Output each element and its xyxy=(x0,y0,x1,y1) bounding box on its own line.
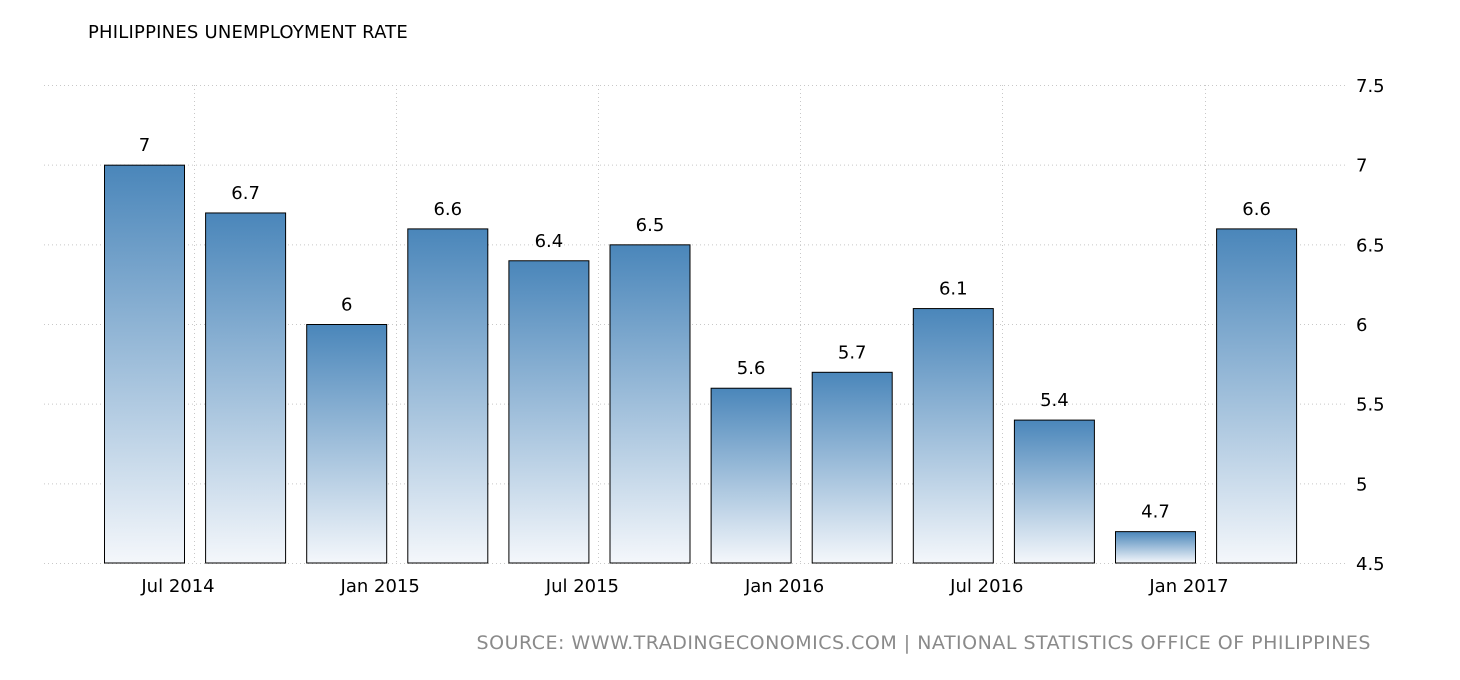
data-label: 6.4 xyxy=(535,231,564,252)
data-label: 6.6 xyxy=(433,199,462,220)
y-tick-label: 7.5 xyxy=(1356,76,1385,97)
data-label: 7 xyxy=(139,135,150,156)
data-label: 6.6 xyxy=(1242,199,1271,220)
source-note: SOURCE: WWW.TRADINGECONOMICS.COM | NATIO… xyxy=(476,632,1371,654)
data-label: 6 xyxy=(341,295,352,316)
bars xyxy=(104,164,1298,564)
y-tick-label: 4.5 xyxy=(1356,554,1385,575)
x-tick-label: Jul 2016 xyxy=(949,576,1023,597)
y-tick-label: 6 xyxy=(1356,315,1367,336)
chart-title: PHILIPPINES UNEMPLOYMENT RATE xyxy=(88,22,408,43)
data-label: 6.7 xyxy=(231,183,260,204)
bar-jan-2015 xyxy=(306,324,388,564)
bar-jul-2014 xyxy=(104,164,185,564)
bar-oct-2016 xyxy=(1013,419,1095,564)
x-tick-label: Jan 2015 xyxy=(340,576,420,597)
bar-jul-2016 xyxy=(912,308,994,564)
bar-oct-2015 xyxy=(609,244,691,564)
y-tick-label: 7 xyxy=(1356,156,1367,177)
x-tick-label: Jan 2017 xyxy=(1148,576,1228,597)
x-tick-label: Jan 2016 xyxy=(744,576,824,597)
x-tick-label: Jul 2014 xyxy=(140,576,214,597)
data-label: 5.6 xyxy=(737,358,766,379)
bar-jan-2016 xyxy=(710,387,792,564)
y-tick-label: 5 xyxy=(1356,474,1367,495)
data-label: 4.7 xyxy=(1141,502,1170,523)
bar-jul-2015 xyxy=(508,260,590,564)
x-axis-ticks: Jul 2014 Jan 2015 Jul 2015 Jan 2016 Jul 2016… xyxy=(140,576,1228,597)
y-tick-label: 6.5 xyxy=(1356,235,1385,256)
bar-oct-2014 xyxy=(205,212,287,564)
x-tick-label: Jul 2015 xyxy=(545,576,619,597)
bar-jan-2017 xyxy=(1115,531,1196,564)
y-axis-ticks: 4.5 5 5.5 6 6.5 7 7.5 xyxy=(1356,76,1385,575)
bar-apr-2015 xyxy=(407,228,489,564)
y-tick-label: 5.5 xyxy=(1356,395,1385,416)
data-label: 6.1 xyxy=(939,279,968,300)
data-labels: 7 6.7 6 6.6 6.4 6.5 5.6 5.7 6.1 5.4 4.7 6.6 xyxy=(139,135,1271,522)
bar-apr-2017 xyxy=(1216,228,1298,564)
bar-apr-2016 xyxy=(811,371,893,564)
data-label: 5.4 xyxy=(1040,390,1069,411)
data-label: 5.7 xyxy=(838,342,867,363)
data-label: 6.5 xyxy=(636,215,665,236)
